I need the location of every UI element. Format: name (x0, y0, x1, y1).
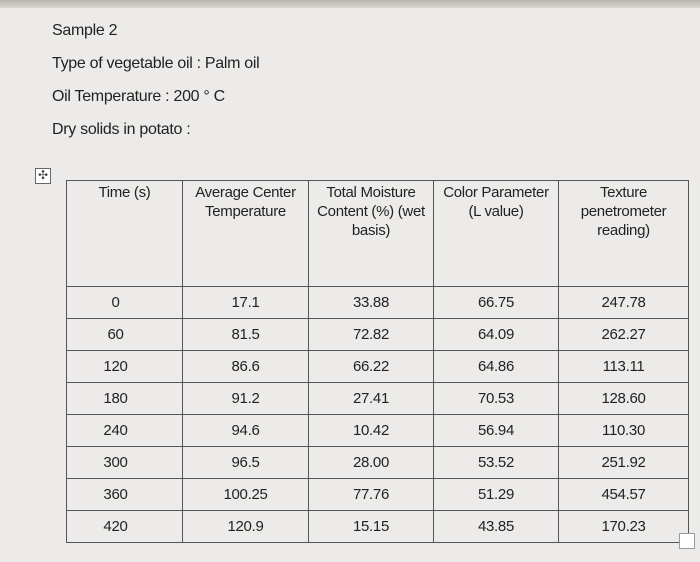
table-cell: 81.5 (182, 318, 309, 351)
column-header: Texture penetrometer reading) (558, 180, 689, 287)
table-cell: 120.9 (182, 510, 309, 543)
table-cell: 240 (66, 414, 183, 447)
text-line: Type of vegetable oil : Palm oil (52, 55, 260, 72)
column-header: Color Parameter (L value) (433, 180, 559, 287)
table-cell: 64.09 (433, 318, 559, 351)
table-row: 120 86.6 66.22 64.86 113.11 (66, 350, 689, 383)
table-cell: 91.2 (182, 382, 309, 415)
table-cell: 66.22 (308, 350, 434, 383)
header-row: Time (s) Average Center Temperature Total … (66, 180, 689, 287)
table-cell: 15.15 (308, 510, 434, 543)
table-cell: 0 (66, 286, 183, 319)
table-cell: 454.57 (558, 478, 689, 511)
column-header: Total Moisture Content (%) (wet basis) (308, 180, 434, 287)
table-cell: 170.23 (558, 510, 689, 543)
table-cell: 180 (66, 382, 183, 415)
table-cell: 10.42 (308, 414, 434, 447)
column-header: Time (s) (66, 180, 183, 287)
table-cell: 96.5 (182, 446, 309, 479)
table-cell: 17.1 (182, 286, 309, 319)
table-cell: 28.00 (308, 446, 434, 479)
data-table: Time (s) Average Center Temperature Total … (66, 180, 689, 543)
table-cell: 33.88 (308, 286, 434, 319)
table-cell: 110.30 (558, 414, 689, 447)
table-cell: 120 (66, 350, 183, 383)
table-cell: 360 (66, 478, 183, 511)
table-cell: 262.27 (558, 318, 689, 351)
table-cell: 60 (66, 318, 183, 351)
text-line: Oil Temperature : 200 ° C (52, 88, 225, 105)
text-line: Sample 2 (52, 22, 118, 39)
table-cell: 247.78 (558, 286, 689, 319)
table-row: 0 17.1 33.88 66.75 247.78 (66, 286, 689, 319)
table-row: 300 96.5 28.00 53.52 251.92 (66, 446, 689, 479)
top-bar (0, 0, 700, 8)
table-body: 0 17.1 33.88 66.75 247.78 60 81.5 72.82 64.09 262… (66, 286, 689, 543)
column-header: Average Center Temperature (182, 180, 309, 287)
table-cell: 64.86 (433, 350, 559, 383)
table-cell: 43.85 (433, 510, 559, 543)
table-row: 420 120.9 15.15 43.85 170.23 (66, 510, 689, 543)
table-cell: 72.82 (308, 318, 434, 351)
table-cell: 113.11 (558, 350, 689, 383)
table-row: 60 81.5 72.82 64.09 262.27 (66, 318, 689, 351)
table-cell: 420 (66, 510, 183, 543)
table-move-handle[interactable]: ✣ (35, 168, 51, 184)
table-cell: 128.60 (558, 382, 689, 415)
table-row: 240 94.6 10.42 56.94 110.30 (66, 414, 689, 447)
table-cell: 53.52 (433, 446, 559, 479)
table-cell: 66.75 (433, 286, 559, 319)
table-cell: 70.53 (433, 382, 559, 415)
table-cell: 27.41 (308, 382, 434, 415)
table-cell: 300 (66, 446, 183, 479)
table-row: 360 100.25 77.76 51.29 454.57 (66, 478, 689, 511)
table-cell: 56.94 (433, 414, 559, 447)
table-cell: 100.25 (182, 478, 309, 511)
table-row: 180 91.2 27.41 70.53 128.60 (66, 382, 689, 415)
text-line: Dry solids in potato : (52, 121, 191, 138)
checkbox[interactable] (679, 533, 695, 549)
table-cell: 94.6 (182, 414, 309, 447)
table-cell: 51.29 (433, 478, 559, 511)
table-cell: 86.6 (182, 350, 309, 383)
table-cell: 251.92 (558, 446, 689, 479)
table-cell: 77.76 (308, 478, 434, 511)
